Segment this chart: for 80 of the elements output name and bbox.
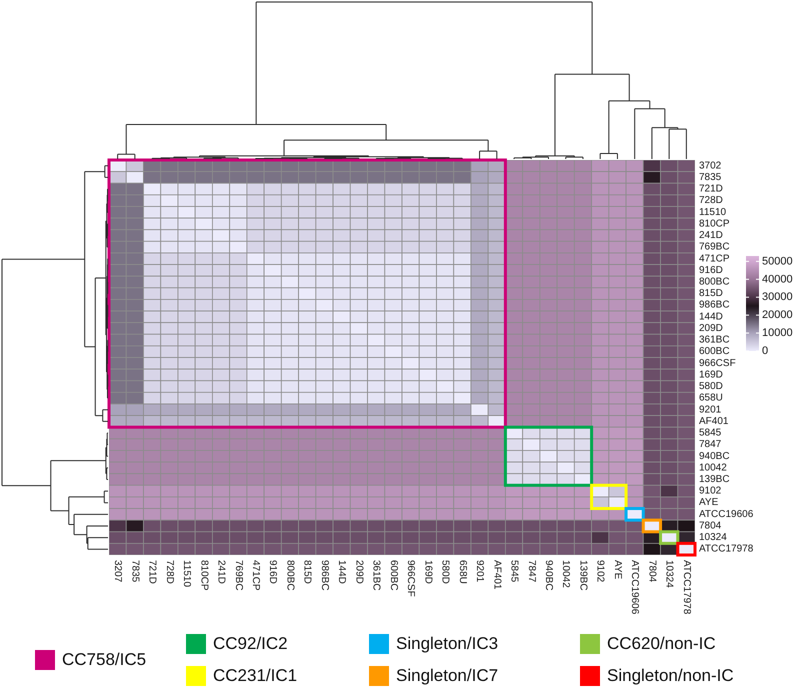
- color-bar-label: 50000: [762, 255, 793, 268]
- color-bar-label: 40000: [762, 273, 793, 286]
- x-tick-label: 10324: [664, 560, 675, 588]
- y-tick-label: 471CP: [699, 253, 730, 264]
- y-tick-label: 815D: [699, 288, 723, 300]
- color-bar-label: 10000: [762, 327, 793, 340]
- y-tick-label: 3702: [699, 160, 722, 172]
- x-tick-label: 600BC: [388, 560, 399, 591]
- text: CC620/non-IC: [607, 634, 716, 654]
- y-tick-label: 7835: [699, 172, 722, 183]
- x-tick-label: 144D: [336, 560, 348, 584]
- y-tick-label: 9102: [699, 486, 722, 497]
- y-tick-label: AYE: [699, 497, 719, 508]
- text: CC758/IC5: [62, 650, 146, 670]
- x-tick-label: 7835: [129, 560, 140, 583]
- text: Singleton/non-IC: [607, 666, 734, 686]
- y-tick-label: ATCC19606: [699, 508, 754, 520]
- text: CC231/IC1: [213, 666, 298, 686]
- x-tick-label: 800BC: [284, 560, 296, 591]
- y-tick-label: 5845: [699, 428, 722, 439]
- y-tick-label: ATCC17978: [699, 544, 754, 555]
- x-tick-label: 815D: [302, 560, 313, 584]
- y-tick-label: 11510: [699, 206, 727, 218]
- y-tick-label: 7847: [699, 439, 722, 450]
- y-tick-label: 810CP: [699, 218, 730, 230]
- x-tick-label: 9201: [474, 560, 486, 583]
- y-tick-label: 600BC: [699, 346, 730, 358]
- x-tick-label: 10042: [560, 560, 572, 588]
- y-tick-label: 10042: [699, 462, 728, 474]
- x-tick-label: 986BC: [318, 560, 330, 591]
- text: CC92/IC2: [213, 634, 288, 654]
- y-tick-label: AF401: [699, 416, 729, 427]
- x-tick-label: 139BC: [577, 560, 588, 591]
- y-tick-label: 721D: [699, 184, 723, 195]
- x-tick-label: 916D: [267, 560, 278, 584]
- x-tick-label: 966CSF: [405, 560, 416, 597]
- y-tick-label: 966CSF: [699, 358, 736, 369]
- y-tick-label: 940BC: [699, 450, 730, 462]
- y-tick-label: 139BC: [699, 474, 730, 485]
- x-tick-label: 721D: [146, 560, 158, 584]
- y-tick-label: 916D: [699, 264, 723, 276]
- x-tick-label: 5845: [508, 560, 520, 583]
- x-tick-label: AF401: [491, 560, 502, 590]
- text: Singleton/IC7: [396, 666, 498, 686]
- color-bar-label: 0: [762, 345, 768, 357]
- x-tick-label: 169D: [422, 560, 434, 584]
- x-tick-label: 11510: [181, 560, 192, 588]
- y-tick-label: 361BC: [699, 334, 730, 346]
- y-tick-label: 144D: [699, 311, 723, 322]
- x-tick-label: ATCC19606: [629, 560, 640, 615]
- x-tick-label: 769BC: [232, 560, 244, 591]
- y-tick-label: 769BC: [699, 242, 730, 253]
- x-tick-label: 7847: [526, 560, 537, 583]
- y-tick-label: 800BC: [699, 276, 730, 288]
- y-tick-label: 728D: [699, 195, 723, 206]
- x-tick-label: 580D: [440, 560, 451, 584]
- y-tick-label: 7804: [699, 520, 722, 532]
- y-tick-label: 169D: [699, 369, 723, 380]
- x-tick-label: 361BC: [370, 560, 382, 591]
- x-tick-label: AYE: [612, 560, 623, 580]
- x-tick-label: 9102: [594, 560, 606, 583]
- color-bar-label: 20000: [762, 309, 793, 322]
- y-tick-label: 658U: [699, 392, 723, 404]
- x-tick-label: 728D: [164, 560, 175, 584]
- x-tick-label: 3207: [112, 560, 124, 583]
- y-tick-label: 209D: [699, 322, 723, 334]
- x-tick-label: 241D: [216, 560, 227, 584]
- text: Singleton/IC3: [396, 634, 498, 654]
- x-tick-label: 940BC: [543, 560, 554, 591]
- x-tick-label: 7804: [646, 560, 658, 583]
- x-tick-label: 658U: [456, 560, 468, 584]
- y-tick-label: 241D: [699, 230, 723, 242]
- y-tick-label: 986BC: [699, 300, 730, 311]
- x-tick-label: 810CP: [198, 560, 210, 591]
- y-tick-label: 580D: [699, 381, 723, 392]
- color-bar-label: 30000: [762, 291, 793, 304]
- x-tick-label: 209D: [353, 560, 364, 584]
- y-tick-label: 10324: [699, 532, 728, 544]
- y-tick-label: 9201: [699, 404, 722, 416]
- x-tick-label: 471CP: [250, 560, 261, 591]
